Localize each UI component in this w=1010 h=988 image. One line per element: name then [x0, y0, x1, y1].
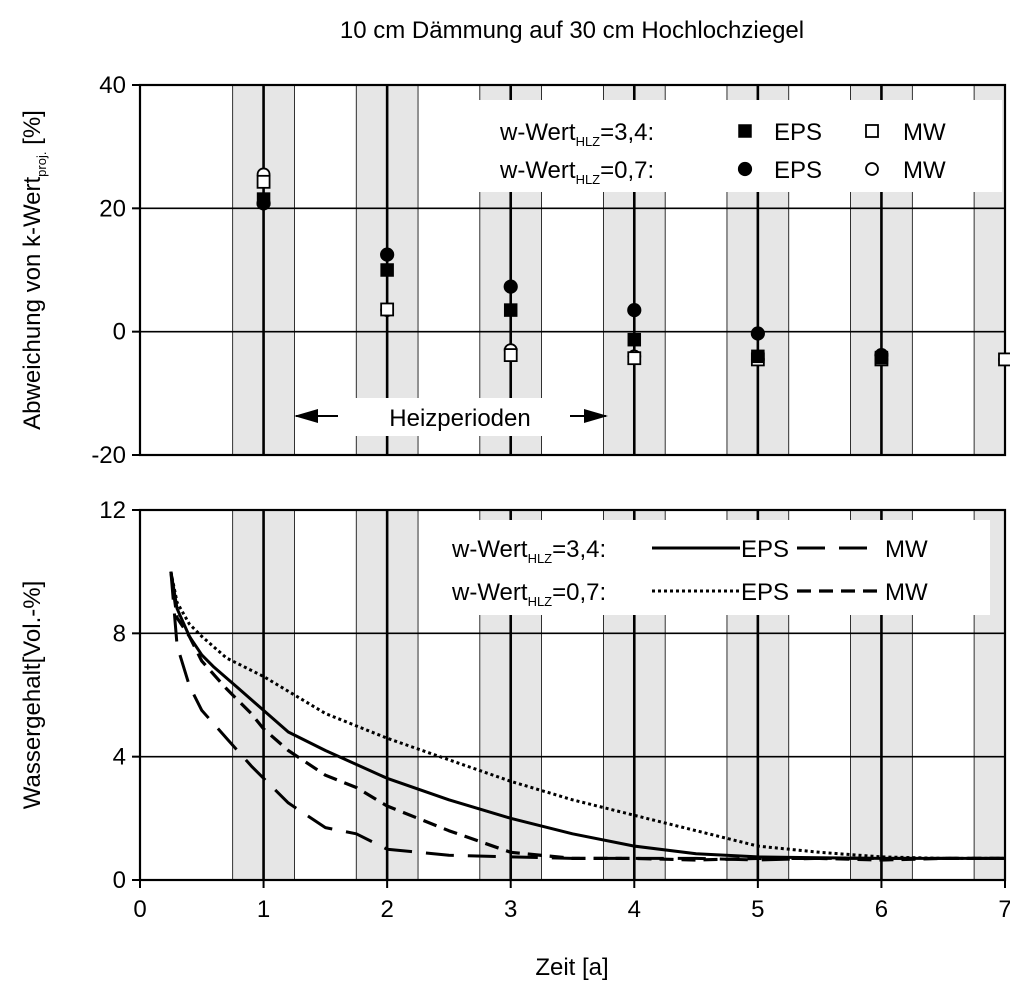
x-tick-label: 6	[875, 896, 888, 923]
heating-periods-annotation: Heizperioden	[294, 398, 608, 436]
x-tick-label: 0	[133, 896, 146, 923]
legend-item-label: MW	[903, 119, 946, 146]
x-tick-label: 2	[380, 896, 393, 923]
x-tick-label: 1	[257, 896, 270, 923]
y-tick-label: -20	[91, 442, 126, 469]
y-tick-label: 4	[113, 744, 126, 771]
legend-suffix: =3,4:	[600, 119, 654, 146]
legend-sub: HLZ	[528, 594, 553, 609]
x-tick-label: 7	[998, 896, 1010, 923]
legend-suffix: =0,7:	[552, 579, 606, 606]
series-line-dotted	[169, 571, 1005, 860]
deviation-legend: w-WertHLZ=3,4: EPS MWw-WertHLZ=0,7: EPS MW	[478, 100, 1002, 192]
x-tick-label: 3	[504, 896, 517, 923]
data-point-square-open	[256, 174, 271, 189]
data-point-circle-filled	[503, 279, 518, 294]
y-tick-label: 8	[113, 620, 126, 647]
water-content-legend: w-WertHLZ=3,4: EPS MWw-WertHLZ=0,7: EPS MW	[440, 520, 990, 615]
x-ticks: 0 1 2 3 4 5 6 7	[133, 880, 1010, 923]
bottom-y-ticks: 0 4 8 12	[99, 497, 140, 894]
y-tick-label: 0	[113, 319, 126, 346]
data-point-square-filled	[380, 263, 394, 277]
legend-background	[440, 520, 990, 615]
top-y-label-main: Abweichung von k-Wert	[19, 176, 46, 429]
y-tick-label: 0	[113, 867, 126, 894]
legend-item-label: MW	[885, 536, 928, 563]
legend-marker-square-open	[865, 124, 879, 138]
arrow-left-head	[294, 409, 318, 423]
legend-item-label: MW	[903, 157, 946, 184]
data-point-square-open	[503, 348, 518, 363]
y-tick-label: 40	[99, 72, 126, 99]
data-point-circle-filled	[874, 348, 889, 363]
legend-marker-square-filled	[738, 124, 752, 138]
data-point-square-filled	[503, 303, 518, 317]
legend-row-label: w-WertHLZ=0,7:	[499, 157, 654, 187]
data-point-circle-filled	[256, 196, 271, 211]
legend-prefix: w-Wert	[451, 536, 528, 563]
legend-item-label: EPS	[741, 579, 789, 606]
data-point-square-filled	[627, 332, 642, 347]
data-point-square-open	[627, 351, 642, 366]
plot-frame	[138, 83, 1007, 457]
x-axis-label: Zeit [a]	[535, 954, 608, 981]
annotation-background	[355, 398, 565, 436]
legend-prefix: w-Wert	[499, 119, 576, 146]
legend-background	[478, 100, 1002, 192]
legend-row-label: w-WertHLZ=3,4:	[499, 119, 654, 149]
legend-marker-circle-filled	[737, 161, 753, 177]
legend-item-label: EPS	[774, 119, 822, 146]
data-point-square-open	[998, 352, 1010, 367]
deviation-points	[256, 167, 1010, 367]
data-point-circle-filled	[627, 302, 642, 318]
arrow-right-head	[584, 409, 608, 423]
data-point-square-open	[380, 302, 395, 317]
legend-sub: HLZ	[528, 551, 553, 566]
legend-prefix: w-Wert	[499, 157, 576, 184]
plot-frame	[138, 508, 1007, 882]
legend-sub: HLZ	[576, 134, 601, 149]
water-content-panel: w-WertHLZ=3,4: EPS MWw-WertHLZ=0,7: EPS MW 0…	[19, 497, 1010, 923]
x-tick-label: 5	[751, 896, 764, 923]
y-tick-label: 20	[99, 195, 126, 222]
bottom-y-axis-label: Wassergehalt[Vol.-%]	[19, 581, 46, 810]
legend-item-label: MW	[885, 579, 928, 606]
series-line-longdash	[169, 571, 1005, 862]
legend-suffix: =3,4:	[552, 536, 606, 563]
top-y-label-unit: [%]	[19, 110, 46, 151]
legend-prefix: w-Wert	[451, 579, 528, 606]
x-tick-label: 4	[628, 896, 641, 923]
legend-marker-circle-open	[865, 162, 879, 176]
deviation-panel: Heizperioden w-WertHLZ=3,4: EPS MWw-WertHL…	[19, 72, 1010, 469]
data-point-circle-filled	[380, 247, 395, 262]
legend-item-label: EPS	[774, 157, 822, 184]
chart-title: 10 cm Dämmung auf 30 cm Hochlochziegel	[340, 17, 804, 44]
annotation-heizperioden: Heizperioden	[389, 405, 530, 432]
top-y-ticks: -20 0 20 40	[91, 72, 140, 469]
legend-suffix: =0,7:	[600, 157, 654, 184]
legend-row-label: w-WertHLZ=0,7:	[451, 579, 606, 609]
legend-sub: HLZ	[576, 172, 601, 187]
data-point-square-filled	[751, 349, 765, 364]
bottom-gridlines	[138, 508, 1007, 882]
legend-item-label: EPS	[741, 536, 789, 563]
y-tick-label: 12	[99, 497, 126, 524]
top-y-label-sub: proj.	[34, 152, 49, 177]
top-y-axis-label: Abweichung von k-Wertproj. [%]	[19, 110, 49, 430]
water-content-lines	[169, 571, 1005, 862]
data-point-circle-filled	[750, 326, 765, 341]
series-line-dash	[169, 571, 1005, 862]
legend-row-label: w-WertHLZ=3,4:	[451, 536, 606, 566]
